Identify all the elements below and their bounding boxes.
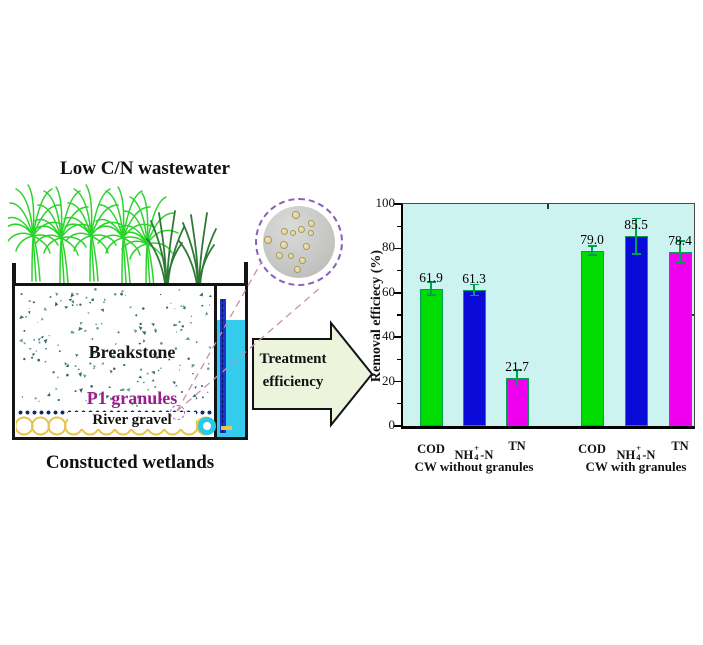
bar-COD: [580, 250, 604, 426]
y-minor-tick: [396, 225, 401, 227]
y-major-tick: [394, 292, 401, 294]
bar-TN: [668, 251, 692, 426]
y-tick-label: 20: [382, 372, 395, 388]
y-minor-tick: [396, 269, 401, 272]
plants-illustration: [8, 184, 217, 286]
y-minor-tick: [396, 403, 401, 405]
error-bar: [591, 246, 593, 256]
error-bar: [679, 240, 681, 264]
pipe-elbow: [221, 426, 232, 430]
error-cap-bottom: [512, 384, 522, 387]
granule-particle: [307, 219, 315, 227]
y-major-tick: [394, 336, 401, 338]
granule-particle: [292, 211, 300, 219]
granule-particle: [290, 230, 296, 236]
error-cap-bottom: [469, 294, 479, 297]
river-gravel-label: River gravel: [68, 412, 196, 429]
chart-x-axis-labels: COD NH +4 -N TN CW without granules COD NH +4 -N T…: [403, 432, 694, 477]
dark-plants: [146, 210, 217, 286]
top-axis-tick: [547, 204, 549, 209]
bar-value-label: 61.9: [419, 269, 443, 285]
granule-particle: [298, 256, 306, 264]
x-tick-label-TN: TN: [508, 439, 526, 453]
chart-y-axis-label: Removal efficiecy (%): [369, 249, 384, 383]
error-cap-bottom: [631, 253, 641, 255]
bar-COD: [419, 288, 443, 426]
error-cap-top: [426, 281, 436, 283]
granule-particle: [280, 241, 288, 249]
y-tick-label: 40: [382, 328, 395, 344]
bar-value-label: 61.3: [462, 270, 486, 286]
y-major-tick: [394, 425, 401, 427]
granule-particle: [302, 242, 310, 250]
granule-particle: [308, 230, 314, 236]
error-cap-bottom: [587, 254, 597, 256]
outlet-compartment: [217, 286, 245, 437]
chart-plot: 0 20 40 60 80 100 61.9 61.3 21.7 79.0 85.5 78.4: [376, 195, 695, 432]
y-tick-label: 60: [382, 283, 395, 299]
error-bar: [516, 370, 518, 386]
y-tick-label: 0: [388, 417, 396, 432]
error-cap-bottom: [675, 262, 685, 264]
error-cap-top: [587, 245, 597, 247]
y-major-tick: [394, 380, 401, 383]
error-bar: [635, 218, 637, 254]
y-major-tick: [394, 247, 401, 250]
x-tick-label-NH4+-N: NH +4 -N: [454, 443, 494, 462]
inset-dashed-ring: [255, 198, 343, 286]
granule-particle: [280, 227, 288, 235]
left-wall-top: [12, 263, 16, 285]
x-tick-label-TN: TN: [671, 439, 689, 453]
wetlands-caption: Constucted wetlands: [45, 452, 215, 473]
error-cap-top: [469, 283, 479, 286]
granule-particle: [288, 253, 294, 259]
outlet-port-icon: [198, 417, 216, 435]
x-group-label: CW with granules: [585, 459, 687, 474]
p1-granules-label: P1 granules: [86, 388, 178, 408]
error-cap-top: [512, 369, 522, 371]
x-tick-label-COD: COD: [578, 442, 606, 456]
granule-particle: [297, 225, 305, 233]
y-tick-label: 100: [375, 195, 396, 210]
right-wall-top: [244, 262, 248, 285]
bar-value-label: 79.0: [580, 231, 604, 247]
y-minor-tick: [396, 358, 401, 361]
right-axis-tick: [689, 314, 694, 316]
bar-value-label: 21.7: [505, 358, 529, 374]
error-cap-top: [631, 217, 641, 220]
wetland-box: Breakstone P1 granules River gravel: [12, 283, 248, 440]
bar-NH4+-N: [462, 289, 486, 426]
arrow-label: Treatment efficiency: [255, 338, 331, 404]
y-minor-tick: [396, 314, 401, 316]
error-bar: [430, 281, 432, 296]
y-major-tick: [394, 203, 401, 205]
x-group-label: CW without granules: [414, 459, 534, 474]
error-bar: [473, 284, 475, 296]
outlet-pipe: [220, 299, 226, 433]
bar-value-label: 78.4: [668, 232, 692, 248]
granules-photo-inset: [263, 206, 335, 278]
y-tick-label: 80: [382, 239, 395, 255]
granule-particle: [293, 265, 301, 273]
arrow-label-line1: Treatment: [259, 350, 327, 367]
pipe-perforation: [222, 299, 223, 433]
bar-NH4+-N: [624, 236, 648, 426]
wastewater-title: Low C/N wastewater: [60, 158, 230, 179]
x-tick-label-COD: COD: [417, 442, 445, 456]
bar-value-label: 85.5: [624, 217, 648, 233]
error-cap-top: [675, 240, 685, 242]
x-tick-label-NH4+-N: NH +4 -N: [616, 443, 656, 462]
zoom-source-circle: [170, 405, 185, 420]
bright-plants: [8, 184, 179, 286]
breakstone-label: Breakstone: [88, 342, 176, 362]
error-cap-bottom: [426, 294, 436, 297]
granule-particle: [275, 251, 283, 259]
granule-particle: [264, 236, 272, 244]
arrow-label-line2: efficiency: [262, 374, 324, 390]
